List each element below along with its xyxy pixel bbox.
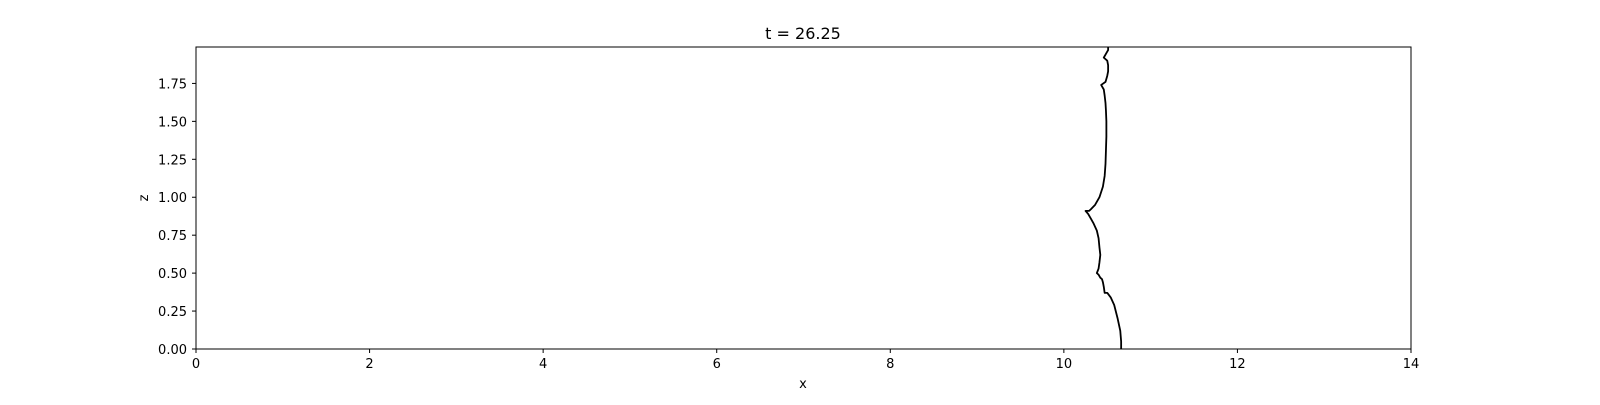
contour-line	[1084, 47, 1123, 349]
x-tick-label: 0	[192, 357, 200, 372]
y-axis-label: z	[137, 194, 152, 201]
x-tick-label: 4	[539, 357, 547, 372]
x-axis-label: x	[799, 377, 807, 392]
x-axis: 0 2 4 6 8 10 12 14	[192, 349, 1419, 372]
chart-title: t = 26.25	[765, 24, 841, 43]
x-tick-label: 12	[1229, 357, 1246, 372]
y-tick-label: 1.00	[158, 191, 187, 206]
y-tick-label: 1.50	[158, 115, 187, 130]
x-tick-label: 10	[1056, 357, 1073, 372]
y-tick-label: 0.00	[158, 343, 187, 358]
x-tick-label: 2	[365, 357, 373, 372]
series-layer	[1084, 47, 1123, 349]
y-tick-label: 0.75	[158, 229, 187, 244]
y-tick-label: 1.75	[158, 77, 187, 92]
plot-frame	[195, 46, 1412, 350]
x-tick-label: 8	[886, 357, 894, 372]
y-axis: 0.00 0.25 0.50 0.75 1.00 1.25 1.50 1.75	[158, 77, 196, 358]
x-tick-label: 14	[1403, 357, 1420, 372]
x-tick-label: 6	[713, 357, 721, 372]
y-tick-label: 1.25	[158, 153, 187, 168]
y-tick-label: 0.50	[158, 267, 187, 282]
y-tick-label: 0.25	[158, 305, 187, 320]
